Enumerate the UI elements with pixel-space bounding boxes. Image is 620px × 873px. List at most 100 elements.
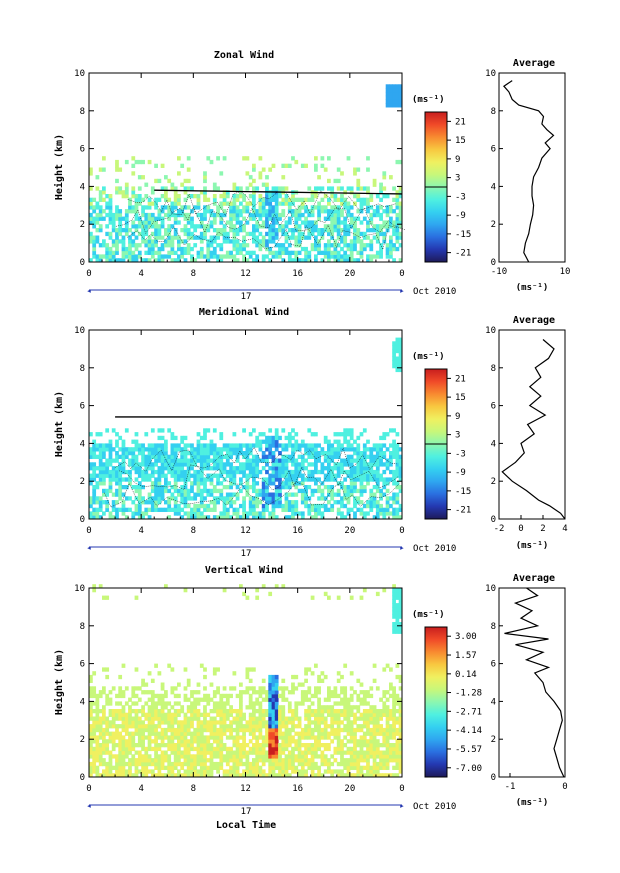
heatmap-cell [271,690,276,695]
heatmap-cell [102,216,106,221]
heatmap-cell [300,750,305,755]
heatmap-cell [346,697,351,702]
heatmap-cell [111,458,116,463]
heatmap-cell [212,720,217,725]
heatmap-cell [258,754,263,759]
heatmap-cell [375,716,380,721]
heatmap-cell [212,458,217,463]
heatmap-cell [349,485,354,490]
heatmap-cell [108,739,113,744]
heatmap-cell [157,693,162,699]
heatmap-cell [304,709,308,714]
heatmap-cell [323,458,328,463]
heatmap-cell [366,765,370,770]
heatmap-cell [157,209,162,214]
heatmap-cell [134,716,139,721]
heatmap-cell [268,515,273,520]
heatmap-cell [320,731,325,736]
heatmap-cell [89,220,93,225]
heatmap-cell [307,507,312,512]
heatmap-cell [164,720,168,725]
heatmap-cell [281,743,286,748]
heatmap-cell [333,197,338,202]
heatmap-cell [229,462,233,467]
heatmap-cell [89,769,93,774]
heatmap-cell [193,701,198,706]
heatmap-cell [225,492,230,497]
heatmap-cell [252,773,256,778]
heatmap-cell [154,773,158,778]
heatmap-cell [183,697,188,702]
heatmap-cell [395,709,400,714]
heatmap-cell [190,761,194,767]
heatmap-cell [278,731,282,736]
heatmap-cell [333,735,338,740]
heatmap-cell [389,443,393,448]
heatmap-cell [134,477,139,482]
heatmap-cell [141,220,145,225]
heatmap-cell [131,761,136,767]
heatmap-cell [186,765,191,770]
heatmap-cell [89,451,93,456]
heatmap-cell [111,731,116,736]
heatmap-cell [154,492,158,497]
heatmap-cell [134,761,139,767]
heatmap-cell [196,716,201,721]
heatmap-cell [353,458,357,463]
heatmap-cell [235,507,240,512]
heatmap-cell [310,488,315,494]
heatmap-cell [320,727,325,733]
heatmap-cell [134,667,139,672]
heatmap-cell [291,197,295,202]
heatmap-cell [340,194,344,199]
heatmap-cell [173,731,178,736]
heatmap-cell [108,773,113,778]
heatmap-cell [219,511,224,516]
heatmap-cell [180,492,185,497]
heatmap-cell [232,466,237,471]
heatmap-cell [271,731,276,736]
heatmap-cell [186,167,191,172]
heatmap-cell [121,194,126,199]
heatmap-cell [131,686,136,691]
heatmap-cell [212,212,217,218]
heatmap-cell [134,507,139,512]
heatmap-cell [366,758,370,763]
heatmap-cell [300,758,305,763]
heatmap-cell [353,167,357,172]
heatmap-cell [385,228,390,233]
heatmap-cell [193,507,198,512]
heatmap-cell [278,246,282,252]
heatmap-cell [89,496,93,501]
heatmap-cell [268,758,273,763]
heatmap-cell [219,466,224,471]
heatmap-cell [124,727,129,733]
heatmap-cell [317,231,321,237]
heatmap-cell [268,731,273,736]
heatmap-cell [115,727,119,733]
heatmap-cell [274,701,279,706]
colorbar-unit: (ms⁻¹) [412,610,445,620]
heatmap-cell [300,515,305,520]
heatmap-cell [323,503,328,509]
heatmap-cell [229,686,233,691]
heatmap-cell [180,515,185,520]
heatmap-cell [216,488,220,494]
heatmap-cell [248,503,253,509]
heatmap-cell [294,754,299,759]
heatmap-cell [131,466,136,471]
heatmap-cell [353,235,357,240]
heatmap-cell [379,712,383,717]
heatmap-cell [102,667,106,672]
heatmap-cell [118,712,123,717]
heatmap-cell [98,254,103,259]
heatmap-cell [180,750,185,755]
heatmap-cell [307,709,312,714]
heatmap-cell [115,235,119,240]
heatmap-cell [398,503,403,509]
heatmap-cell [336,500,341,505]
heatmap-cell [320,488,325,494]
heatmap-cell [115,209,119,214]
heatmap-cell [278,735,282,740]
heatmap-cell [121,451,126,456]
